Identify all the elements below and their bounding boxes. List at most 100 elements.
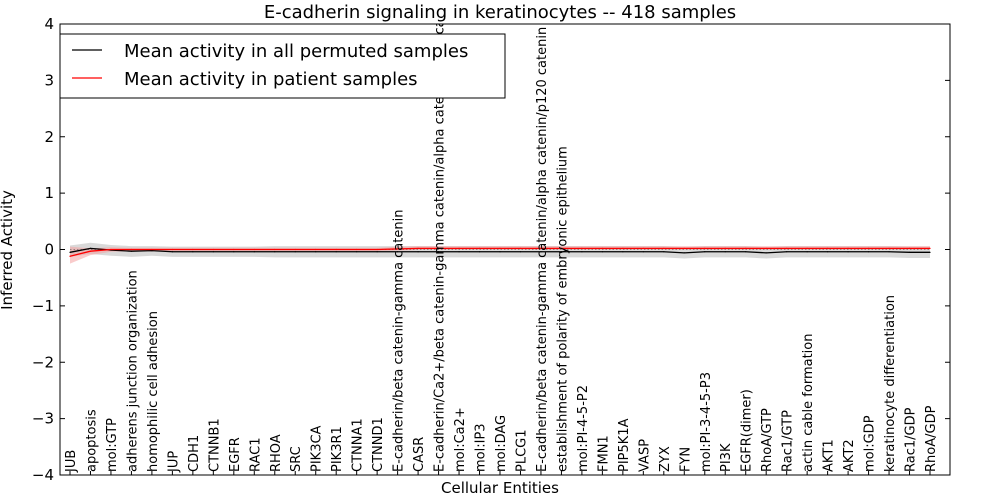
data-point [171,251,173,253]
data-point [601,247,603,249]
category-label: EGFR [228,437,243,472]
data-point [581,251,583,253]
category-label: mol:GTP [105,418,120,472]
category-label: AKT2 [842,439,857,472]
data-point [724,247,726,249]
category-label: E-cadherin/Ca2+/beta catenin-gamma caten… [433,0,448,472]
data-point [704,247,706,249]
category-label: JUP [166,451,181,473]
data-point [171,248,173,251]
data-point [908,247,911,249]
data-point [417,247,419,249]
category-label: homophilic cell adhesion [146,311,161,472]
data-point [315,251,317,253]
data-point [622,247,624,249]
data-point [315,248,317,251]
data-point [110,248,112,251]
data-point [212,248,214,251]
data-point [478,247,481,249]
data-point [929,251,931,253]
data-point [622,251,624,253]
category-labels: JUB apoptosis mol:GTP adherens junction org… [64,0,939,473]
category-label: apoptosis [84,409,99,472]
category-label: Rac1/GDP [904,407,919,472]
legend-box [59,33,506,99]
data-point [274,248,276,251]
category-label: mol:PI-4-5-P2 [576,385,591,472]
data-point [192,251,194,253]
data-point [540,247,542,249]
data-point [274,251,276,253]
data-point [765,247,767,249]
category-label: mol:PI-3-4-5-P3 [699,372,714,472]
data-point [847,247,849,249]
data-point [89,247,92,249]
data-point [437,247,440,249]
data-point [806,251,808,253]
y-tick-label: 3 [44,71,54,89]
chart-title: E-cadherin signaling in keratinocytes --… [264,2,736,23]
data-point [499,251,501,253]
category-label: establishment of polarity of embryonic e… [555,146,570,472]
y-tick-label: −2 [32,353,54,371]
data-point [786,251,788,253]
data-point [847,251,849,253]
data-point [601,251,603,253]
data-point [499,247,501,249]
y-tick-label: 2 [44,128,54,146]
data-point [69,255,71,257]
data-point [663,247,665,249]
data-point [867,247,870,249]
category-label: JUB [64,450,79,473]
category-label: PLCG1 [514,429,529,472]
data-point [294,251,296,253]
category-label: RhoA/GDP [924,405,939,472]
category-label: PIP5K1A [617,418,632,472]
category-label: E-cadherin/beta catenin-gamma catenin [392,210,407,472]
legend: Mean activity in all permuted samples Me… [59,33,506,99]
data-point [908,251,911,253]
category-label: adherens junction organization [125,270,140,472]
data-point [888,247,890,249]
category-label: FMN1 [596,435,611,472]
confidence-band-1 [70,246,930,264]
confidence-bands [70,242,930,264]
data-point [704,251,706,253]
plot-frame [59,23,951,476]
category-label: CTNNB1 [207,418,222,472]
y-axis-label: Inferred Activity [0,190,16,310]
legend-label-permuted: Mean activity in all permuted samples [124,41,468,62]
category-label: keratinocyte differentiation [883,295,898,472]
data-point [745,247,747,249]
category-label: SRC [289,446,304,472]
y-tick-label: −4 [32,466,54,484]
category-label: PIK3CA [310,425,325,472]
data-point [233,248,235,251]
category-label: VASP [637,439,652,472]
data-point [560,251,563,253]
category-label: CTNND1 [371,417,386,472]
category-label: CDH1 [187,435,202,472]
x-axis-label: Cellular Entities [441,479,559,497]
category-label: Rac1/GTP [781,410,796,472]
category-label: mol:GDP [863,415,878,472]
category-label: PI3K [719,443,734,472]
y-tick-label: 0 [44,241,54,259]
data-point [376,251,378,253]
data-point [212,251,214,253]
data-point [827,247,829,249]
data-point [89,250,92,252]
category-label: CTNNA1 [351,418,366,472]
y-tick-label: 1 [44,184,54,202]
data-point [356,248,358,251]
data-point [765,252,767,254]
data-point [253,248,255,251]
data-point [417,251,419,253]
category-label: ZYX [658,446,673,472]
category-label: RhoA/GTP [760,408,775,472]
category-label: CASR [412,437,427,472]
data-point [397,248,399,250]
data-point [827,251,829,253]
y-tick-label: −3 [32,410,54,428]
category-label: E-cadherin/beta catenin-gamma catenin/al… [535,27,550,472]
